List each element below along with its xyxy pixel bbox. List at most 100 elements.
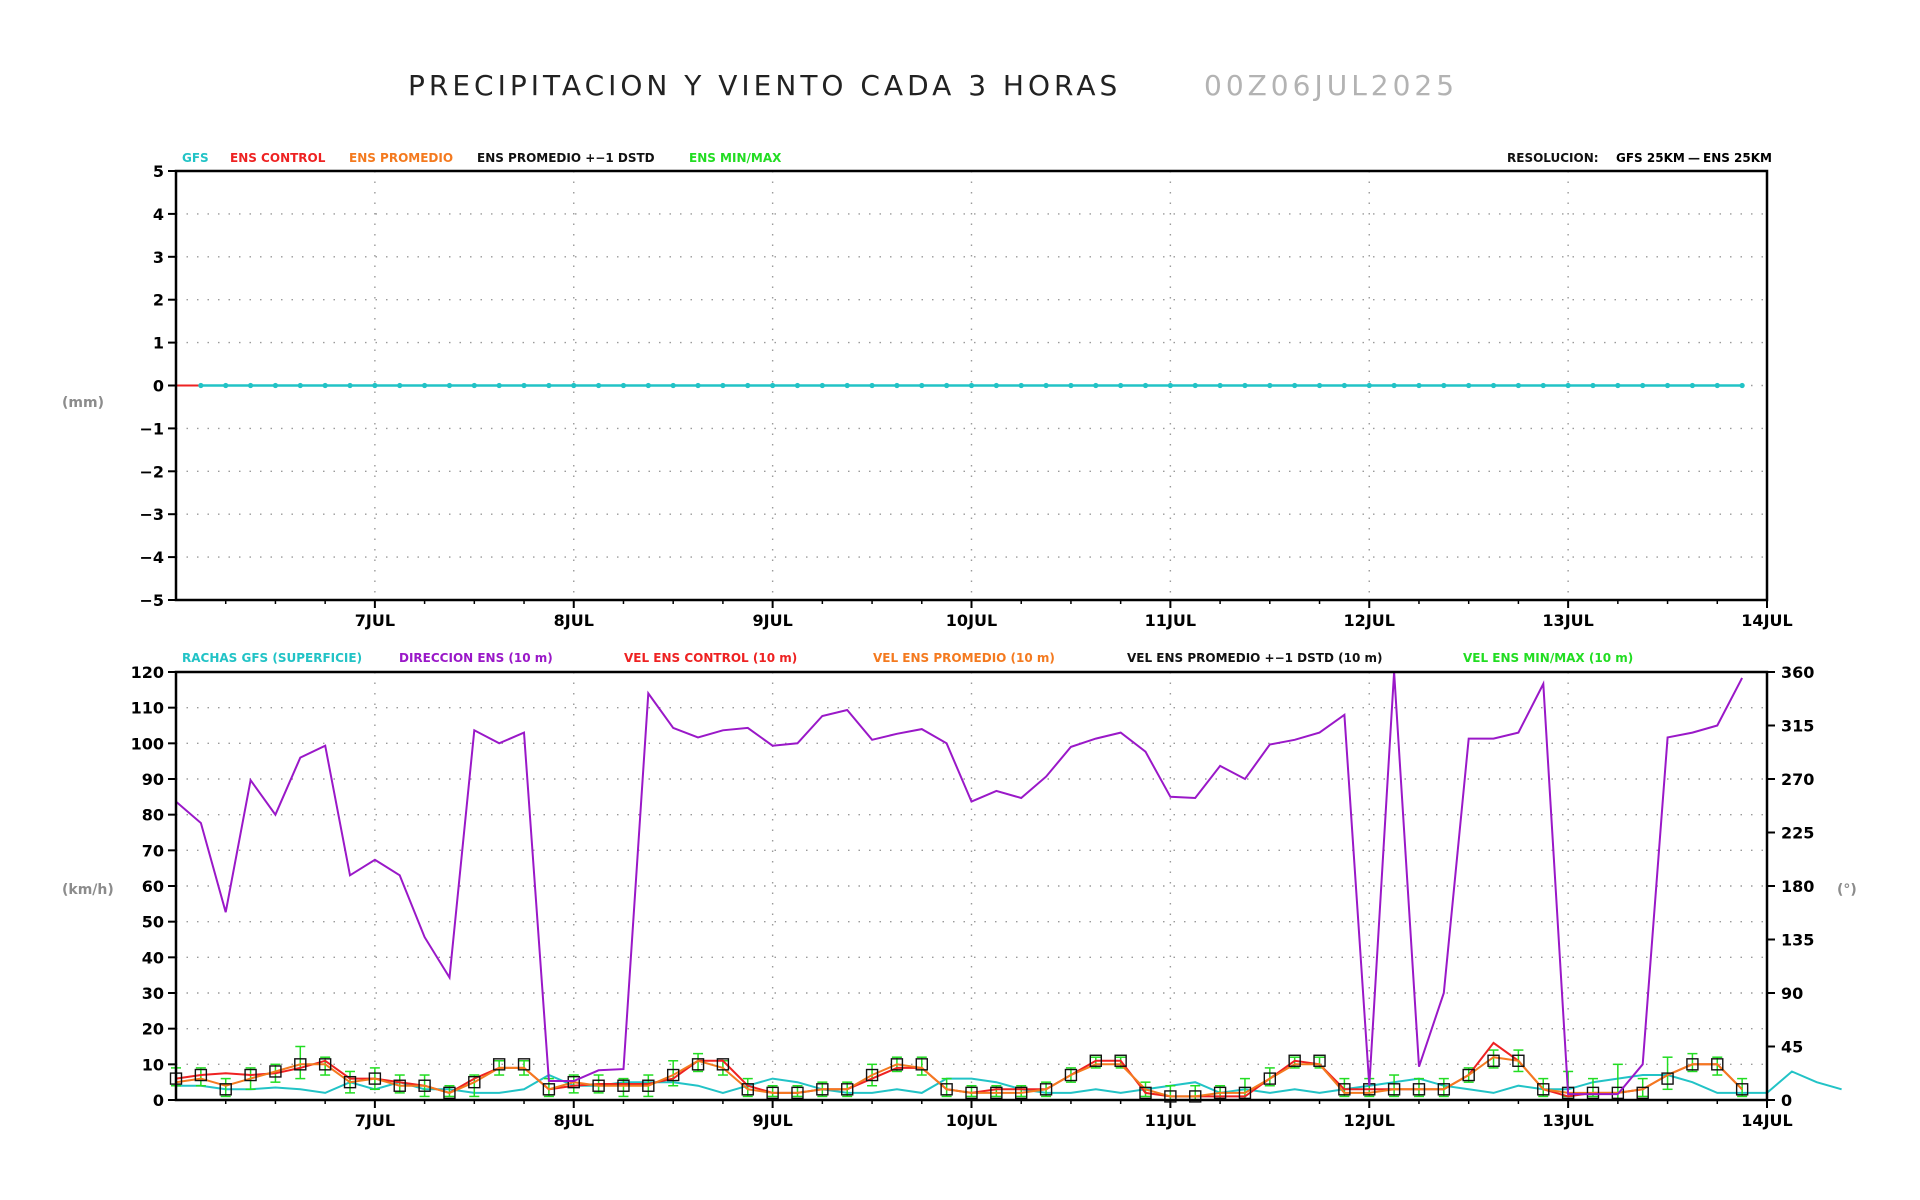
precip-gfs-point (546, 382, 552, 389)
wind-mean-line (175, 1056, 1743, 1098)
dstd-box (244, 1068, 257, 1082)
precip-gfs-point (372, 382, 378, 389)
run-date: 00Z06JUL2025 (1204, 69, 1458, 102)
precip-gfs-point (1590, 382, 1596, 389)
top-y-tick-label: −5 (139, 591, 164, 610)
resolution-gfs: GFS 25KM (1616, 151, 1685, 165)
dstd-box (1636, 1086, 1649, 1100)
top-y-tick-label: 5 (153, 162, 164, 181)
direction-y-tick-label: 135 (1781, 931, 1814, 950)
precip-gfs-point (1416, 382, 1422, 389)
bot-y-tick-label: 120 (131, 663, 164, 682)
precip-gfs-point (571, 382, 577, 389)
precip-gfs-point (1615, 382, 1621, 389)
precip-gfs-point (1466, 382, 1472, 389)
legend-item: DIRECCION ENS (10 m) (399, 651, 553, 665)
precip-gfs-point (397, 382, 403, 389)
dstd-box (1512, 1054, 1525, 1067)
dstd-box (890, 1058, 904, 1071)
dstd-box (1338, 1083, 1351, 1096)
top-y-tick-label: −2 (139, 462, 164, 481)
dstd-box (1089, 1054, 1102, 1067)
precip-gfs-point (1366, 382, 1372, 389)
top-y-tick-label: −3 (139, 505, 164, 524)
precip-gfs-point (496, 382, 502, 389)
dstd-box (343, 1075, 357, 1089)
dstd-box (592, 1079, 605, 1092)
dstd-box (1189, 1090, 1202, 1103)
bot-y-tick-label: 10 (142, 1055, 164, 1074)
dstd-box (1437, 1083, 1451, 1096)
precip-gfs-point (1640, 382, 1646, 389)
top-x-tick-label: 7JUL (355, 611, 395, 630)
legend-item: GFS (182, 151, 209, 165)
dstd-box (1039, 1083, 1053, 1096)
dstd-box (1586, 1086, 1600, 1100)
dstd-box (1313, 1054, 1326, 1067)
dstd-box (666, 1068, 680, 1082)
top-x-tick-label: 8JUL (554, 611, 594, 630)
top-y-tick-label: 3 (153, 248, 164, 267)
dstd-box (617, 1079, 630, 1092)
precip-gfs-point (894, 382, 900, 389)
bot-y-tick-label: 70 (142, 841, 164, 860)
legend-item: ENS MIN/MAX (689, 151, 782, 165)
precip-gfs-point (1018, 382, 1024, 389)
top-y-tick-label: 0 (153, 377, 164, 396)
precip-gfs-point (720, 382, 726, 389)
bot-y-tick-label: 20 (142, 1020, 164, 1039)
legend-item: ENS CONTROL (230, 151, 326, 165)
precip-gfs-point (620, 382, 627, 389)
direction-line (175, 671, 1743, 1096)
dstd-box (368, 1072, 382, 1085)
legend-item: VEL ENS MIN/MAX (10 m) (1463, 651, 1633, 665)
precip-gfs-point (347, 382, 353, 389)
resolution-label: RESOLUCION: (1507, 151, 1599, 165)
precip-gfs-point (1664, 382, 1671, 389)
dstd-box (965, 1086, 978, 1100)
precip-gfs-point (1689, 382, 1696, 389)
bot-y-tick-label: 60 (142, 877, 164, 896)
top-x-tick-label: 12JUL (1344, 611, 1395, 630)
precip-gfs-point (1192, 382, 1198, 389)
dstd-box (1537, 1083, 1550, 1096)
dstd-box (542, 1083, 556, 1096)
precip-gfs-point (1341, 382, 1347, 389)
precip-gfs-point (1093, 382, 1099, 389)
precipitation-legend: GFS ENS CONTROL ENS PROMEDIO ENS PROMEDIO +… (182, 151, 782, 165)
bot-x-tick-label: 14JUL (1741, 1111, 1792, 1130)
dstd-box (219, 1083, 232, 1096)
dstd-box (791, 1086, 804, 1100)
precip-gfs-point (322, 382, 328, 389)
dstd-box (741, 1083, 754, 1096)
precip-gfs-point (1739, 382, 1745, 389)
dstd-box (1412, 1083, 1426, 1096)
dstd-box (269, 1065, 282, 1078)
direction-y-tick-label: 270 (1781, 770, 1814, 789)
precip-gfs-point (421, 382, 428, 389)
resolution-ens: ENS 25KM (1703, 151, 1772, 165)
precip-gfs-point (1242, 382, 1248, 389)
precip-gfs-point (198, 382, 204, 389)
bot-y-tick-label: 90 (142, 770, 164, 789)
precip-gfs-point (1515, 382, 1522, 389)
precip-gfs-point (844, 382, 850, 389)
bot-x-tick-label: 7JUL (355, 1111, 395, 1130)
bot-x-tick-label: 11JUL (1145, 1111, 1196, 1130)
wind-y-label: (km/h) (62, 882, 114, 898)
precip-gfs-point (745, 382, 751, 389)
bot-x-tick-label: 13JUL (1542, 1111, 1593, 1130)
dstd-box (1238, 1086, 1252, 1100)
dstd-box (492, 1058, 506, 1071)
precipitation-series (176, 382, 1745, 389)
top-y-tick-label: −4 (139, 548, 164, 567)
dstd-box (443, 1086, 456, 1100)
precip-gfs-point (272, 382, 279, 389)
wind-grid (176, 672, 1767, 1100)
precip-gfs-point (1540, 382, 1546, 389)
direction-y-tick-label: 0 (1781, 1091, 1792, 1110)
top-x-tick-label: 11JUL (1145, 611, 1196, 630)
precip-gfs-point (247, 382, 254, 389)
direction-y-tick-label: 225 (1781, 824, 1814, 843)
